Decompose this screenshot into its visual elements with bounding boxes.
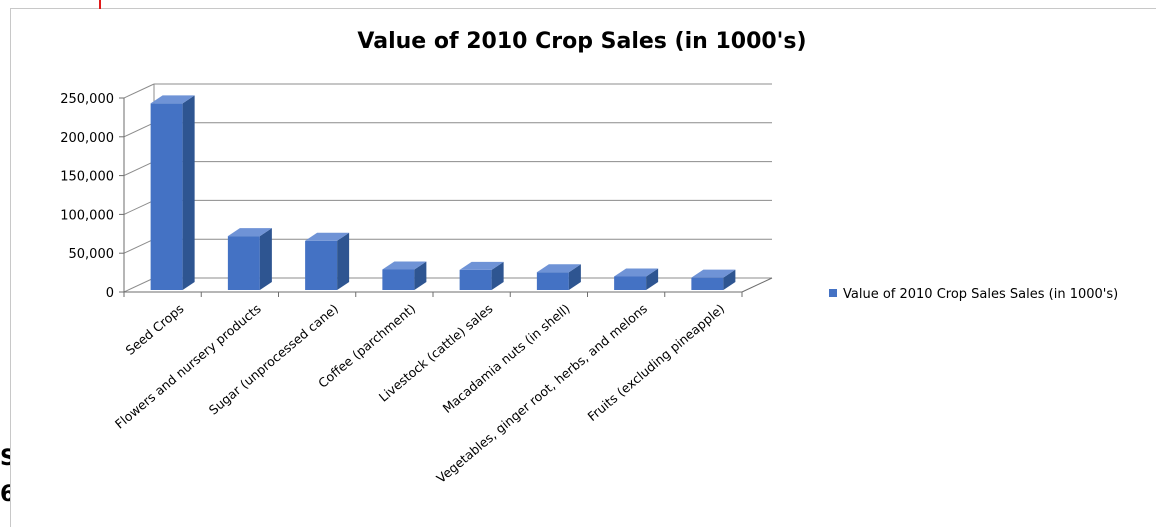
bar-side	[259, 228, 272, 290]
bar-front	[691, 277, 724, 290]
bar-front	[227, 236, 260, 290]
x-category-label: Flowers and nursery products	[112, 301, 264, 432]
y-tick-label: 250,000	[60, 92, 114, 107]
bar-front	[382, 269, 415, 290]
legend: Value of 2010 Crop Sales Sales (in 1000'…	[829, 287, 1118, 302]
x-category-label: Seed Crops	[123, 301, 187, 358]
legend-swatch	[829, 289, 837, 297]
bar-top	[305, 232, 350, 241]
x-category-label: Fruits (excluding pineapple)	[585, 301, 728, 424]
x-category-label: Sugar (unprocessed cane)	[206, 301, 341, 418]
bar-side	[414, 261, 427, 290]
bar	[614, 268, 659, 290]
floor-edge	[741, 277, 773, 293]
gridline-side	[123, 122, 155, 138]
bar-top	[614, 268, 659, 277]
bar-side	[337, 232, 350, 290]
bar-front	[614, 276, 647, 290]
bar-top	[691, 269, 736, 278]
bar-top	[382, 261, 427, 270]
bars	[150, 95, 736, 290]
bar	[459, 261, 504, 290]
bar	[227, 228, 272, 290]
y-tick-label: 200,000	[60, 131, 114, 146]
legend-label: Value of 2010 Crop Sales Sales (in 1000'…	[843, 287, 1118, 302]
cropped-text-fragment-bottom: 6	[0, 482, 10, 507]
chart-walls	[123, 84, 773, 297]
x-category-label: Macadamia nuts (in shell)	[440, 301, 573, 416]
bar	[382, 261, 427, 290]
y-tick-label: 50,000	[69, 247, 115, 262]
red-marker	[99, 0, 101, 9]
y-tick-label: 150,000	[60, 170, 114, 185]
bar-front	[150, 103, 183, 290]
gridlines	[119, 83, 772, 293]
bar-front	[305, 240, 338, 290]
bar-top	[459, 261, 504, 270]
bar-top	[536, 264, 581, 273]
bar-top	[227, 228, 272, 237]
bar-front	[459, 269, 492, 290]
chart-title: Value of 2010 Crop Sales (in 1000's)	[357, 29, 806, 54]
gridline-side	[123, 277, 155, 293]
bar-front	[536, 272, 569, 290]
bar	[536, 264, 581, 290]
y-axis-ticks: 0 50,000 100,000 150,000 200,000 250,000	[60, 92, 114, 301]
y-tick-label: 100,000	[60, 208, 114, 223]
bar-side	[182, 95, 195, 290]
bar-side	[723, 269, 736, 290]
cropped-text-fragment-top: S	[0, 446, 10, 471]
gridline-side	[123, 161, 155, 177]
bar-top	[150, 95, 195, 104]
bar	[691, 269, 736, 290]
bar	[150, 95, 195, 290]
bar-side	[646, 268, 659, 290]
bar	[305, 232, 350, 290]
gridline-side	[123, 199, 155, 215]
bar-side	[568, 264, 581, 290]
y-tick-label: 0	[106, 286, 114, 301]
gridline-side	[123, 238, 155, 254]
gridline-side	[123, 83, 155, 99]
bar-side	[491, 261, 504, 290]
chart-frame	[10, 8, 1156, 527]
